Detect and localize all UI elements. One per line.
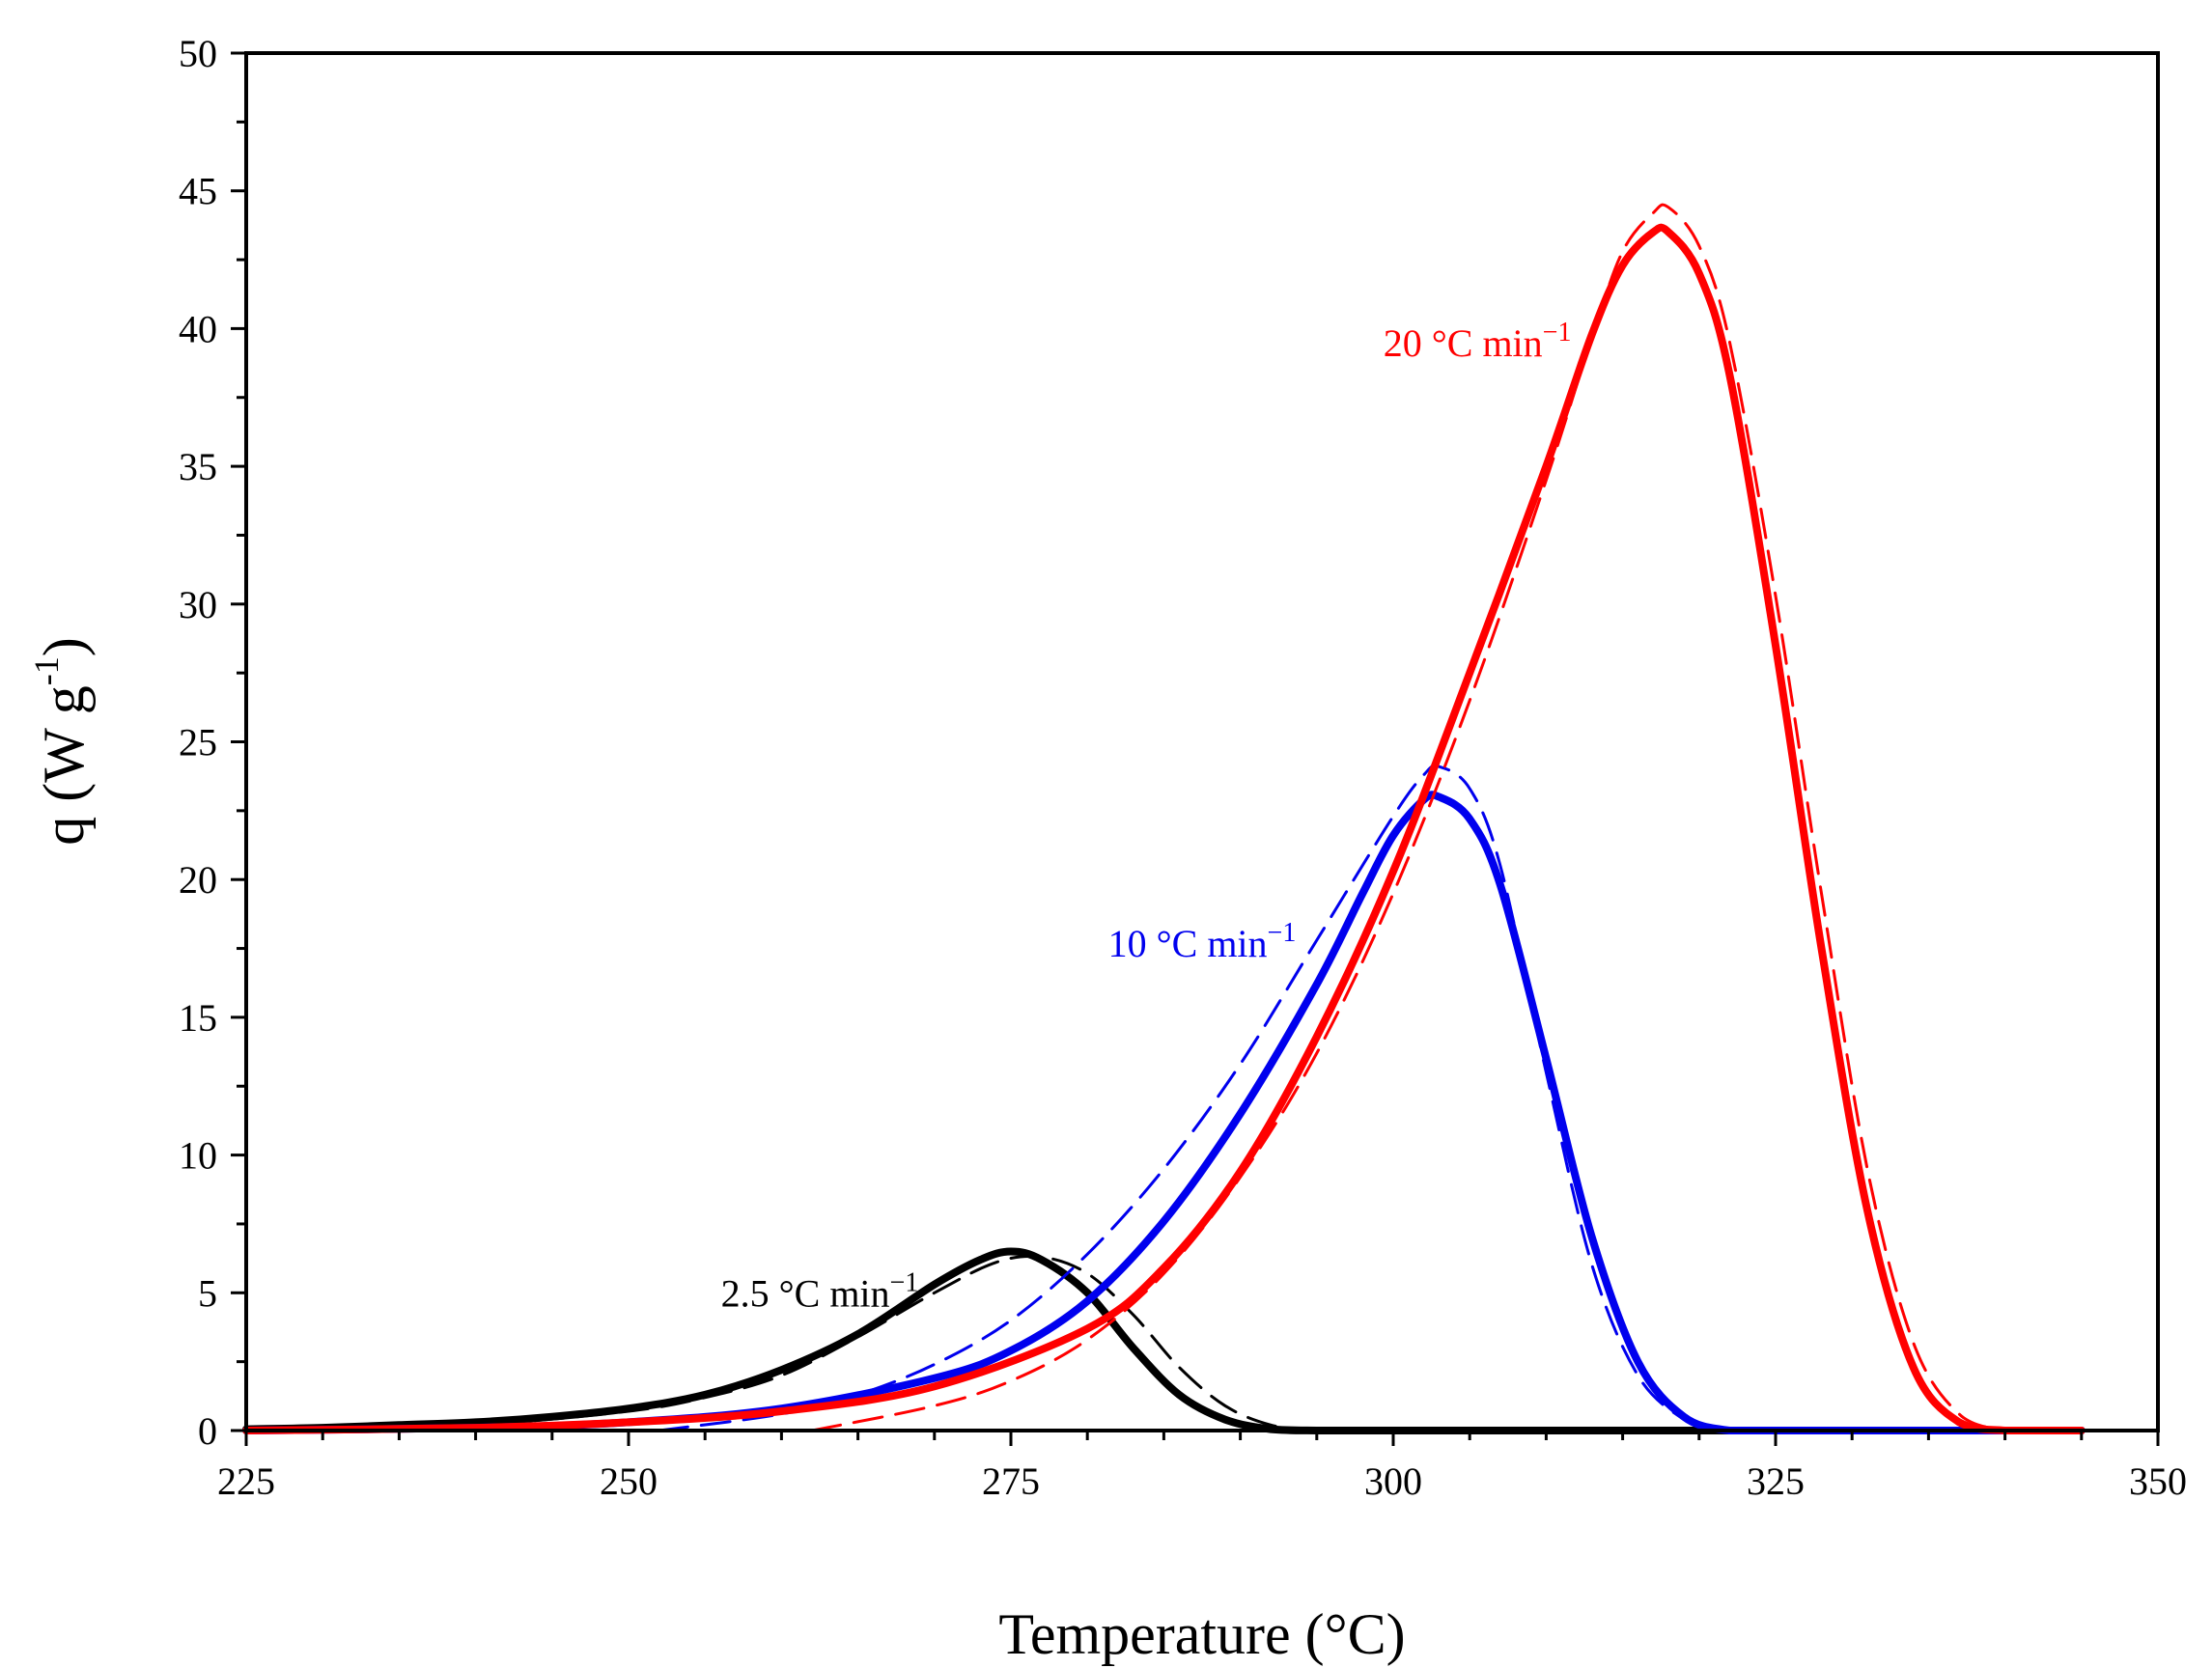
y-tick-label: 15: [179, 996, 217, 1040]
x-tick-label: 325: [1747, 1460, 1805, 1503]
series-label-exponent: −1: [1543, 318, 1572, 348]
series-label-2: 10 °C min−1: [1108, 918, 1297, 965]
series-label-3: 20 °C min−1: [1384, 318, 1572, 365]
x-tick-label: 350: [2129, 1460, 2187, 1503]
series-line-4-model: [658, 764, 1717, 1432]
series-label-1: 2.5 °C min−1: [721, 1268, 919, 1316]
series-annotations: 2.5 °C min−110 °C min−120 °C min−1: [721, 318, 1572, 1316]
axis-ticks: 225 250 275 300 325 350 0 5 10 15 20 25 30 35 40 45 50: [179, 32, 2187, 1503]
series-line-3-experimental: [242, 791, 2086, 1435]
y-axis-title-main: q (W g: [32, 685, 96, 846]
y-tick-label: 30: [179, 583, 217, 626]
x-axis-title: Temperature (°C): [998, 1602, 1405, 1666]
series-label-exponent: −1: [1268, 918, 1297, 948]
series-line-1-experimental: [242, 1247, 2086, 1435]
y-axis-title: q (W g-1): [27, 637, 96, 846]
y-tick-label: 45: [179, 170, 217, 213]
series-label-text: 20 °C min: [1384, 321, 1543, 365]
y-axis-title-close: ): [32, 637, 96, 656]
x-tick-label: 275: [982, 1460, 1040, 1503]
series-line-5-experimental: [242, 223, 2086, 1435]
y-tick-label: 35: [179, 445, 217, 488]
y-tick-label: 5: [198, 1271, 217, 1315]
y-tick-label: 40: [179, 307, 217, 350]
y-tick-label: 50: [179, 32, 217, 75]
series-label-exponent: −1: [890, 1268, 919, 1298]
series-line-2-model: [321, 1254, 1319, 1432]
y-tick-label: 25: [179, 721, 217, 764]
x-tick-label: 250: [600, 1460, 658, 1503]
series-label-text: 10 °C min: [1108, 922, 1268, 965]
series-label-text: 2.5 °C min: [721, 1272, 890, 1316]
y-tick-label: 20: [179, 858, 217, 902]
plot-frame: [244, 51, 2160, 1432]
y-tick-label: 10: [179, 1134, 217, 1178]
x-tick-label: 225: [217, 1460, 275, 1503]
series-line-6-model: [810, 203, 2007, 1432]
x-tick-label: 300: [1364, 1460, 1422, 1503]
plot-area: [242, 203, 2086, 1435]
y-tick-label: 0: [198, 1409, 217, 1453]
y-axis-title-exponent: -1: [27, 656, 66, 685]
